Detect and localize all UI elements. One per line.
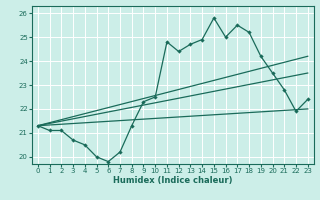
X-axis label: Humidex (Indice chaleur): Humidex (Indice chaleur): [113, 176, 233, 185]
